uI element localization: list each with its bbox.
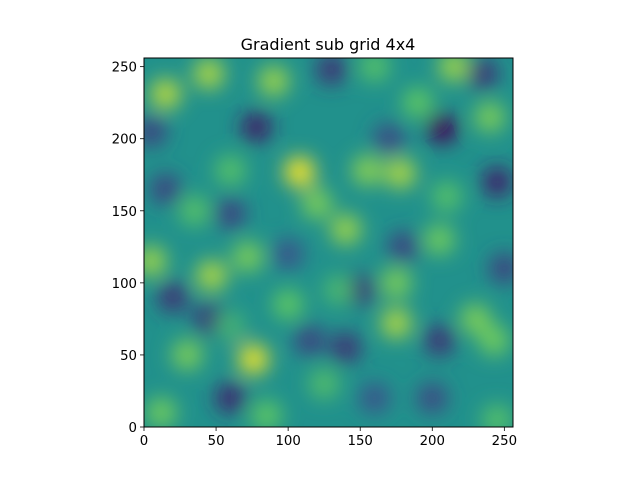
low-value-region (150, 174, 181, 205)
low-value-region (417, 383, 448, 414)
x-tick-label: 50 (208, 434, 225, 449)
high-value-region (179, 195, 210, 226)
x-tick-label: 150 (348, 434, 373, 449)
y-tick-label: 100 (112, 277, 137, 292)
high-value-region (381, 267, 412, 298)
high-value-region (474, 102, 505, 133)
high-value-region (215, 155, 246, 186)
low-value-region (330, 332, 361, 363)
low-value-region (273, 239, 304, 270)
heatmap-field (144, 58, 513, 427)
plot-frame (143, 57, 514, 428)
high-value-region (273, 289, 304, 320)
low-value-region (424, 325, 455, 356)
high-value-region (144, 246, 167, 277)
high-value-region (215, 311, 246, 342)
high-value-region (479, 325, 510, 356)
high-value-region (424, 224, 455, 255)
high-value-region (359, 58, 390, 82)
chart-title: Gradient sub grid 4x4 (241, 35, 416, 54)
high-value-region (352, 155, 383, 186)
y-tick-label: 150 (112, 205, 137, 220)
low-value-region (241, 112, 272, 143)
high-value-region (323, 275, 354, 306)
high-value-region (146, 397, 177, 427)
x-tick-label: 0 (140, 434, 148, 449)
high-value-region (284, 156, 315, 187)
x-axis: 0 50 100 150 200 250 (140, 427, 517, 449)
low-value-region (374, 123, 405, 154)
y-tick-label: 50 (120, 349, 137, 364)
x-tick-label: 250 (492, 434, 517, 449)
low-value-region (345, 275, 376, 306)
low-value-region (215, 198, 246, 229)
low-value-region (482, 166, 513, 197)
low-value-region (157, 282, 188, 313)
low-value-region (144, 116, 167, 147)
high-value-region (251, 400, 282, 427)
y-tick-label: 0 (129, 421, 137, 436)
x-tick-label: 200 (420, 434, 445, 449)
low-value-region (316, 58, 347, 85)
high-value-region (172, 339, 203, 370)
low-value-region (388, 231, 419, 262)
high-value-region (301, 188, 332, 219)
high-value-region (196, 260, 227, 291)
y-axis: 0 50 100 150 200 250 (112, 61, 144, 436)
high-value-region (150, 79, 181, 110)
x-tick-label: 100 (275, 434, 300, 449)
low-value-region (489, 253, 513, 284)
high-value-region (238, 344, 269, 375)
high-value-region (258, 66, 289, 97)
high-value-region (193, 58, 224, 89)
y-tick-label: 250 (112, 61, 137, 76)
low-value-region (215, 383, 246, 414)
high-value-region (482, 404, 513, 427)
low-value-region (294, 325, 325, 356)
y-tick-label: 200 (112, 133, 137, 148)
low-value-region (359, 383, 390, 414)
high-value-region (431, 181, 462, 212)
high-value-region (438, 58, 469, 82)
high-value-region (402, 87, 433, 118)
high-value-region (381, 308, 412, 339)
low-value-region (467, 58, 498, 89)
low-value-region (427, 113, 458, 144)
high-value-region (460, 303, 491, 334)
high-value-region (385, 158, 416, 189)
high-value-region (232, 241, 263, 272)
high-value-region (330, 214, 361, 245)
high-value-region (309, 368, 340, 399)
